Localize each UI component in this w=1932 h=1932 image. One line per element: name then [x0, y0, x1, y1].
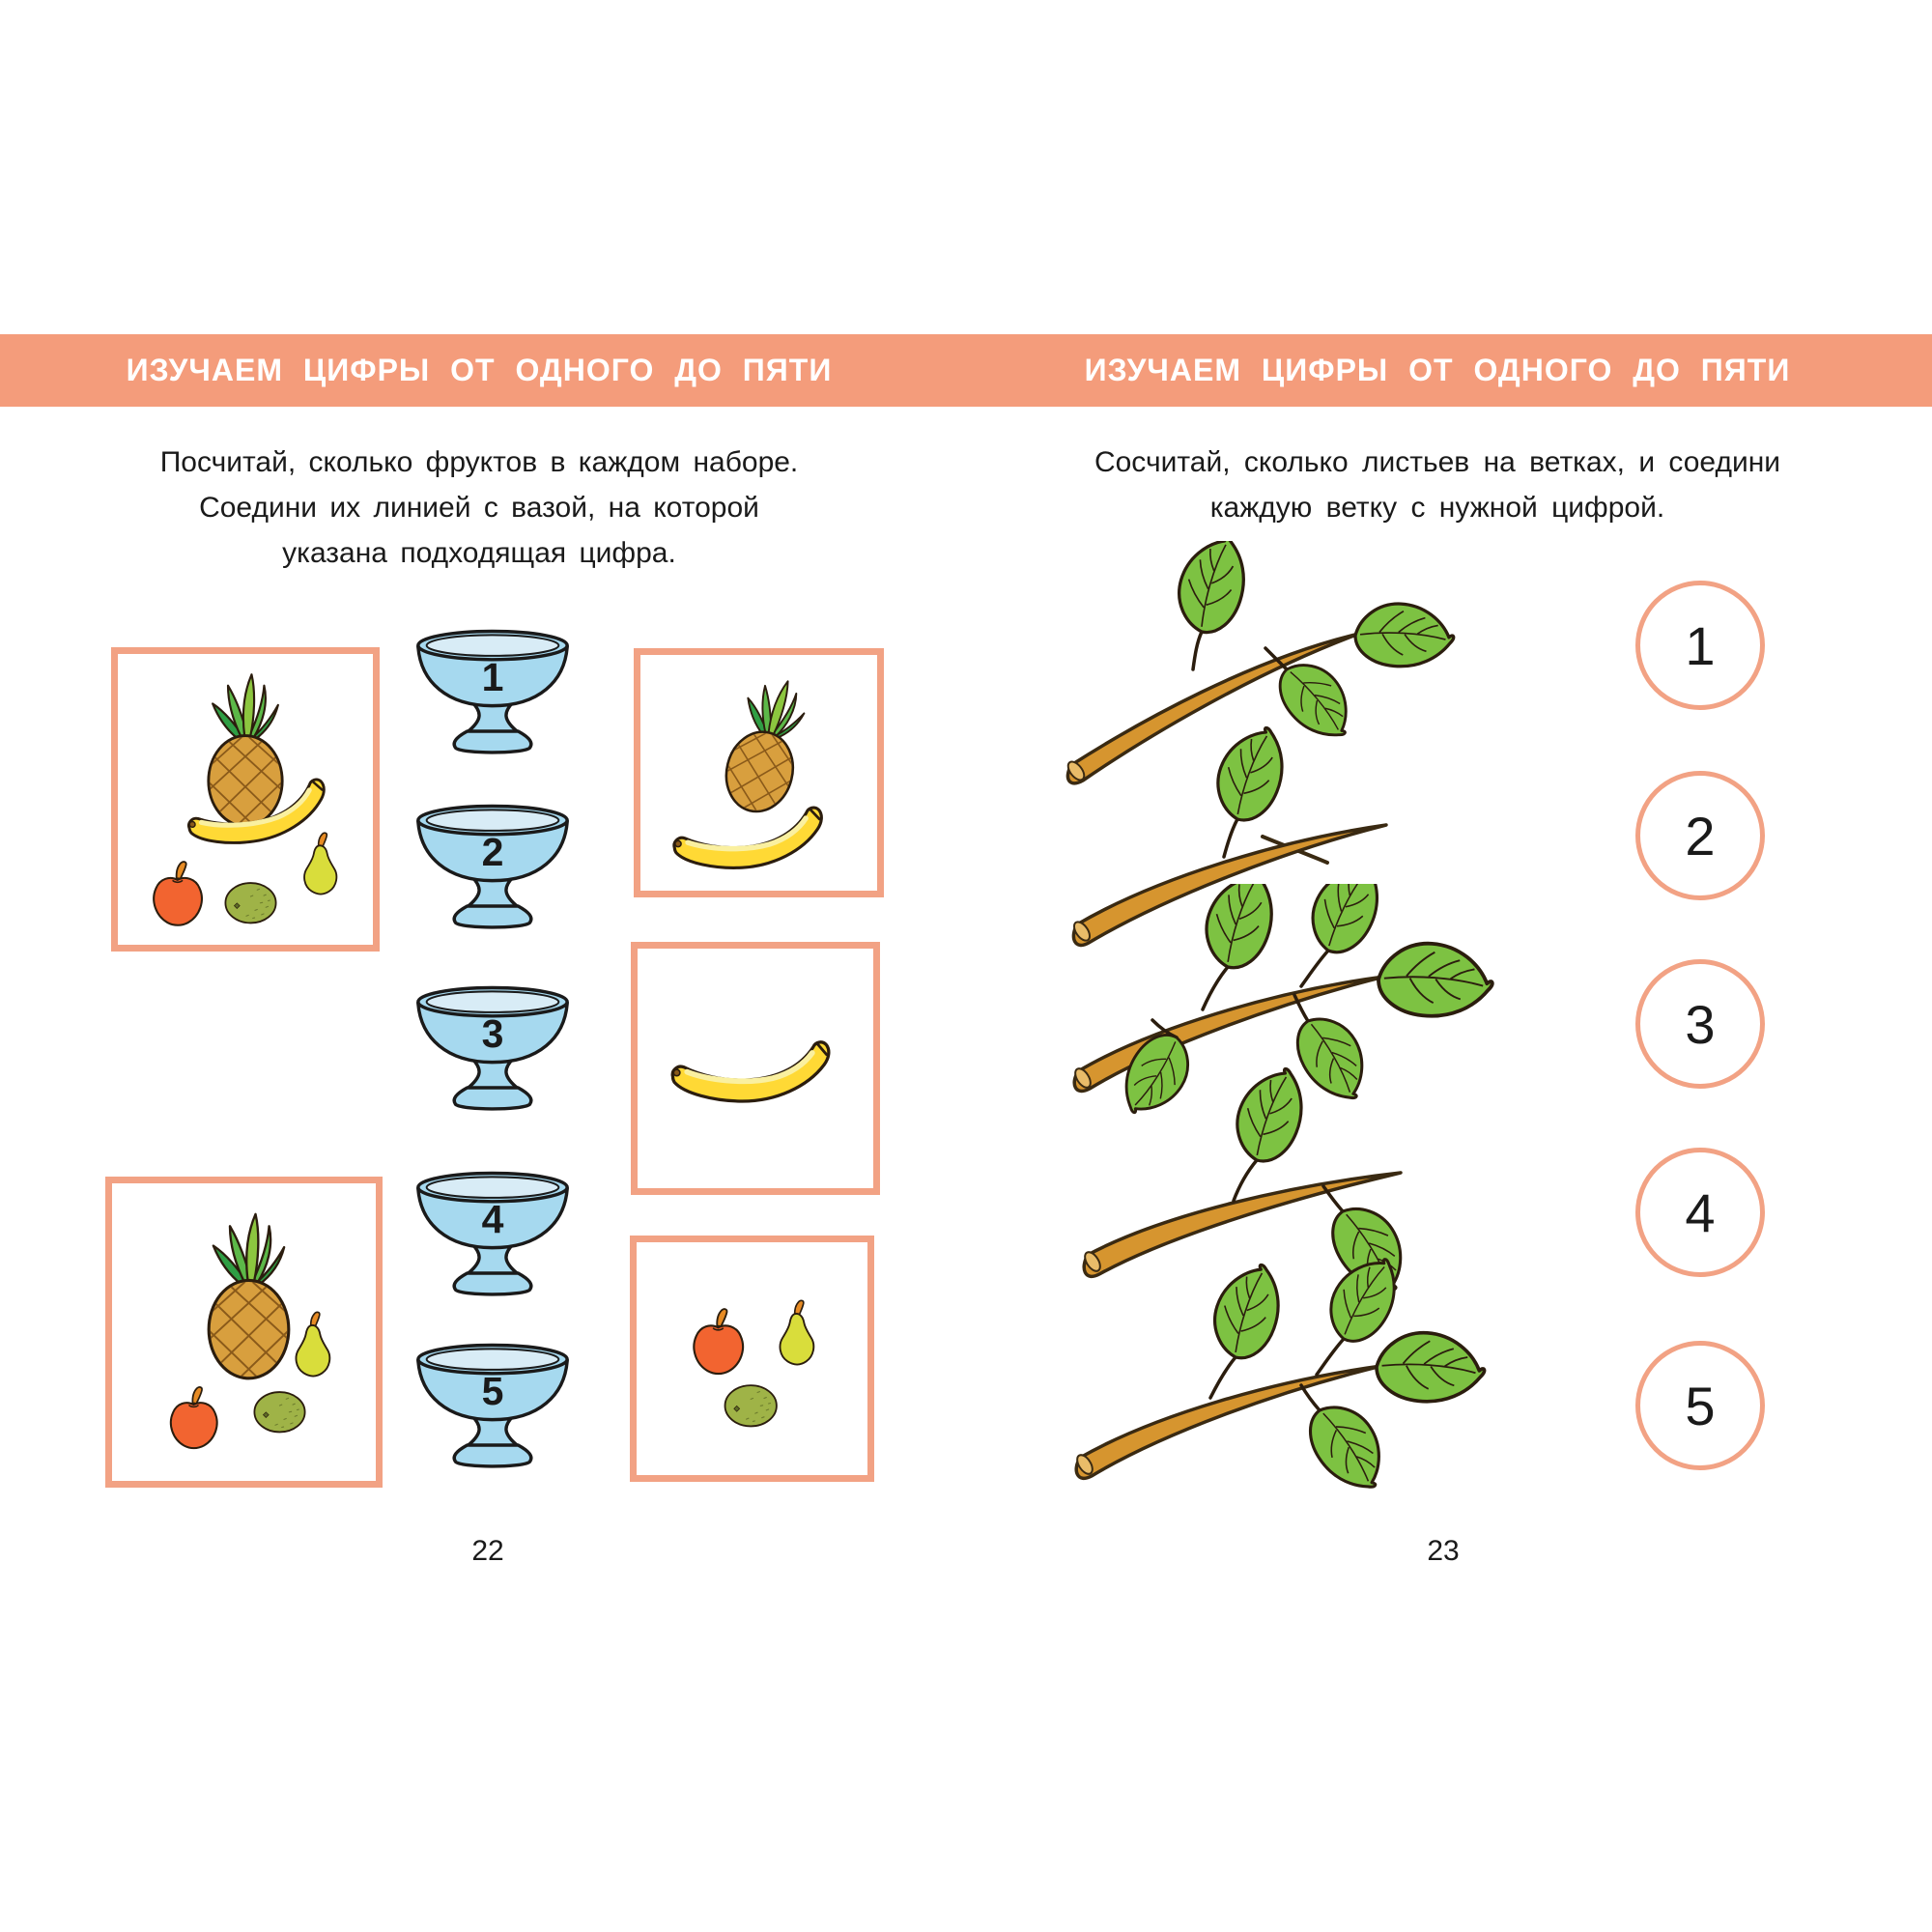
- branch-4[interactable]: [1048, 1058, 1512, 1309]
- branch-stick: [1074, 1364, 1383, 1480]
- vase-1[interactable]: 1: [412, 623, 573, 758]
- circle-number: 5: [1685, 1375, 1716, 1436]
- vase-number: 2: [482, 830, 504, 874]
- fruit-box-middle-right[interactable]: [631, 942, 880, 1195]
- leaf-stalk: [1208, 1355, 1237, 1400]
- leaf-icon: [1192, 884, 1289, 979]
- leaf-stalk: [1201, 965, 1230, 1011]
- apple-icon: [169, 1385, 218, 1450]
- kiwi-icon: [224, 882, 277, 924]
- number-circle-5[interactable]: 5: [1635, 1341, 1765, 1470]
- instruction-line: Соедини их линией с вазой, на которой: [199, 492, 759, 524]
- leaf-stalk: [1232, 1158, 1259, 1203]
- vase-number: 1: [482, 655, 504, 699]
- branch-3[interactable]: [1048, 884, 1512, 1174]
- branch-cut-end: [1066, 760, 1086, 781]
- leaf-icon: [1295, 1390, 1400, 1505]
- leaf-stalk: [1191, 630, 1204, 671]
- vase-number: 5: [482, 1369, 504, 1413]
- number-circle-3[interactable]: 3: [1635, 959, 1765, 1089]
- leaf-stalk: [1315, 1337, 1346, 1377]
- leaf-stalk: [1321, 1184, 1345, 1213]
- number-circle-1[interactable]: 1: [1635, 581, 1765, 710]
- fruit-box-bottom-right[interactable]: [630, 1236, 874, 1482]
- right-page-number: 23: [1427, 1535, 1460, 1567]
- header-bar: [0, 334, 1932, 407]
- kiwi-icon: [724, 1384, 778, 1428]
- branch-2[interactable]: [1048, 696, 1492, 976]
- leaf-icon: [1372, 1325, 1490, 1409]
- branch-cut-end: [1073, 921, 1091, 942]
- vase-4[interactable]: 4: [412, 1165, 573, 1300]
- leaf-stalk: [1293, 993, 1310, 1023]
- right-instructions: Сосчитай, сколько листьев на ветках, и с…: [1070, 440, 1804, 530]
- fruit-box-top-right[interactable]: [634, 648, 884, 897]
- branch-1[interactable]: [1048, 541, 1492, 802]
- left-page-title: ИЗУЧАЕМ ЦИФРЫ ОТ ОДНОГО ДО ПЯТИ: [126, 353, 833, 387]
- pear-icon: [295, 1311, 331, 1378]
- branch-stick: [1082, 1171, 1403, 1278]
- branch-stick: [1065, 632, 1361, 785]
- banana-icon: [672, 808, 824, 871]
- leaf-icon: [1222, 1058, 1319, 1172]
- apple-icon: [153, 861, 203, 926]
- left-page-number: 22: [471, 1535, 504, 1567]
- instruction-line: указана подходящая цифра.: [282, 537, 676, 569]
- pear-icon: [303, 832, 338, 895]
- branch-cut-end: [1074, 1067, 1092, 1089]
- circle-number: 1: [1685, 614, 1716, 676]
- number-circle-2[interactable]: 2: [1635, 771, 1765, 900]
- circle-number: 3: [1685, 993, 1716, 1055]
- left-instructions: Посчитай, сколько фруктов в каждом набор…: [141, 440, 817, 576]
- branch-stick: [1072, 975, 1386, 1094]
- branch-cut-end: [1076, 1454, 1094, 1475]
- pineapple-icon: [193, 674, 298, 831]
- leaf-icon: [1373, 936, 1498, 1025]
- leaf-stalk: [1222, 817, 1239, 859]
- circle-number: 2: [1685, 805, 1716, 867]
- instruction-line: Посчитай, сколько фруктов в каждом набор…: [159, 446, 799, 478]
- leaf-icon: [1203, 716, 1299, 831]
- fruit-box-bottom-left[interactable]: [105, 1177, 383, 1488]
- leaf-icon: [1296, 884, 1397, 965]
- apple-icon: [693, 1308, 745, 1376]
- leaf-icon: [1201, 1254, 1295, 1368]
- vase-number: 4: [482, 1197, 504, 1241]
- leaf-stalk: [1299, 1383, 1321, 1412]
- branch-stick: [1071, 823, 1388, 948]
- pineapple-icon: [704, 668, 828, 826]
- pear-icon: [779, 1299, 815, 1366]
- leaf-icon: [1350, 598, 1458, 673]
- branch-cut-end: [1084, 1251, 1101, 1272]
- vase-2[interactable]: 2: [412, 798, 573, 933]
- fruit-box-top-left[interactable]: [111, 647, 380, 952]
- right-page-title: ИЗУЧАЕМ ЦИФРЫ ОТ ОДНОГО ДО ПЯТИ: [1084, 353, 1791, 387]
- vase-number: 3: [482, 1011, 504, 1056]
- vase-5[interactable]: 5: [412, 1337, 573, 1472]
- kiwi-icon: [253, 1391, 306, 1434]
- instruction-line: Сосчитай, сколько листьев на ветках, и с…: [1094, 446, 1781, 478]
- leaf-stalk: [1264, 646, 1289, 671]
- instruction-line: каждую ветку с нужной цифрой.: [1209, 492, 1665, 524]
- branch-5[interactable]: [1048, 1251, 1512, 1541]
- leaf-icon: [1166, 541, 1260, 642]
- number-circle-4[interactable]: 4: [1635, 1148, 1765, 1277]
- circle-number: 4: [1685, 1181, 1716, 1243]
- leaf-icon: [1314, 1251, 1414, 1354]
- leaf-stalk: [1299, 949, 1330, 988]
- vase-3[interactable]: 3: [412, 980, 573, 1115]
- banana-icon: [672, 1042, 829, 1101]
- pineapple-icon: [192, 1214, 305, 1384]
